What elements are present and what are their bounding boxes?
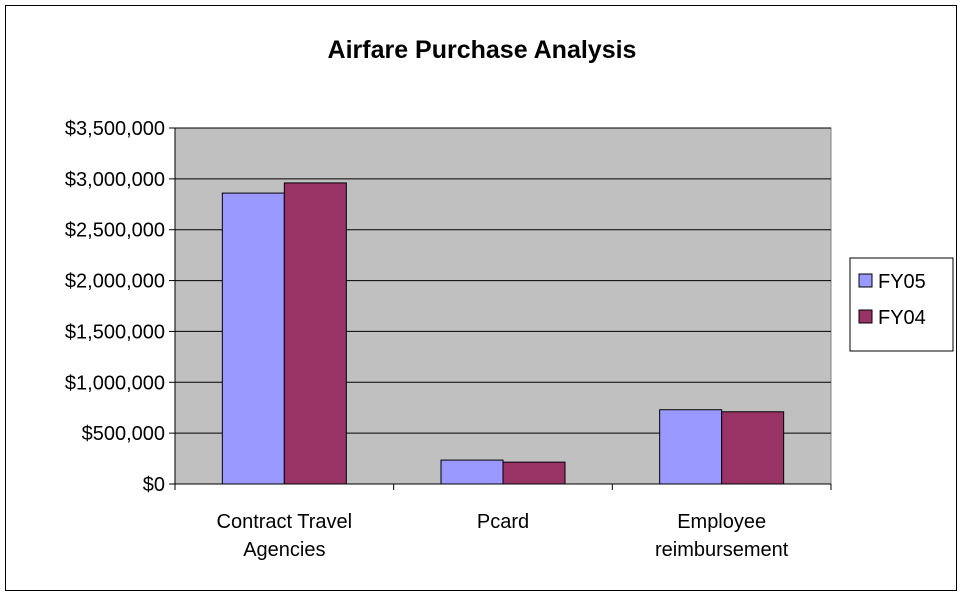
chart-title: Airfare Purchase Analysis xyxy=(328,36,637,64)
y-tick-label: $2,000,000 xyxy=(65,271,165,293)
y-tick-label: $3,500,000 xyxy=(65,118,165,140)
bar-fy05-0 xyxy=(221,192,285,485)
x-tick-label: Employee xyxy=(677,511,766,533)
legend-label-fy05: FY05 xyxy=(878,271,926,293)
x-tick-label: reimbursement xyxy=(655,539,789,561)
legend-swatch-fy04 xyxy=(858,309,873,324)
plot-area: $0 $500,000 $1,000,000 $1,500,000 $2,000,000… xyxy=(65,118,832,561)
y-tick-label: $0 xyxy=(143,474,165,496)
y-tick-label: $500,000 xyxy=(82,423,165,445)
y-tick-label: $2,500,000 xyxy=(65,220,165,242)
bar-fy05-1 xyxy=(440,459,504,485)
legend: FY05 FY04 xyxy=(849,257,954,352)
bar-fy04-2 xyxy=(721,411,785,485)
bar-fy04-1 xyxy=(502,461,566,485)
bar-fy04-0 xyxy=(283,182,347,485)
x-tick-label: Contract Travel xyxy=(217,511,353,533)
chart-frame: Airfare Purchase Analysis $0 $500,000 $1,0… xyxy=(5,5,957,591)
y-tick-label: $1,500,000 xyxy=(65,321,165,343)
chart: Airfare Purchase Analysis $0 $500,000 $1,0… xyxy=(65,36,954,561)
legend-label-fy04: FY04 xyxy=(878,307,926,329)
bar-fy05-2 xyxy=(659,409,723,485)
x-tick-label: Agencies xyxy=(243,539,325,561)
x-tick-label: Pcard xyxy=(477,511,529,533)
y-tick-label: $3,000,000 xyxy=(65,169,165,191)
legend-swatch-fy05 xyxy=(858,273,873,288)
y-tick-label: $1,000,000 xyxy=(65,372,165,394)
